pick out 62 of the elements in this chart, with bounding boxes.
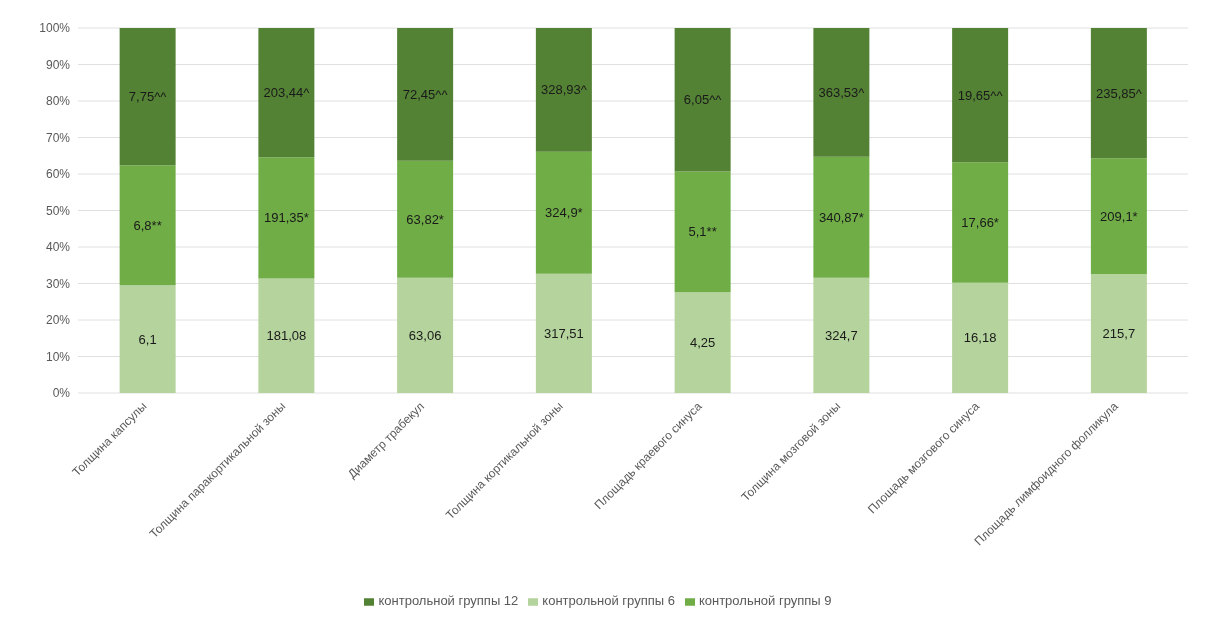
bar [1090,28,1147,159]
annotation: 16,18 [963,330,997,346]
y-tick-label: 90% [45,57,71,72]
bar [397,277,454,393]
bar [258,157,315,279]
bar [258,28,315,158]
annotation: 328,93^ [540,82,588,98]
bar [952,162,1009,283]
bar [674,292,731,393]
y-tick-label: 80% [45,94,71,109]
bar [813,277,870,393]
bar [1090,158,1147,275]
y-tick-label: 70% [45,130,71,145]
bar [535,273,592,393]
bar [119,285,176,393]
annotation: 181,08 [266,328,307,344]
annotation: 7,75^^ [128,89,168,105]
annotation: 203,44^ [263,85,311,101]
bar [258,278,315,393]
bar [397,160,454,278]
annotation: 6,1 [138,331,157,347]
annotation: 324,9* [545,205,583,221]
legend-label: контрольной группы 12 [378,593,519,608]
bar [535,151,592,274]
bar [1090,274,1147,393]
legend-label: контрольной группы 9 [698,593,832,608]
y-tick-label: 10% [45,349,71,364]
annotation: 19,65^^ [957,87,1004,103]
bar [119,165,176,286]
annotation: 191,35* [263,210,309,226]
annotation: 4,25 [689,335,716,351]
bar [535,28,592,152]
annotation: 6,05^^ [683,92,723,108]
bar [813,156,870,278]
annotation: 72,45^^ [402,86,449,102]
annotation: 6,8** [133,217,162,233]
annotation: 17,66* [961,215,999,231]
legend-label: контрольной группы 6 [542,593,675,608]
y-tick-label: 20% [45,313,71,328]
y-tick-label: 0% [52,386,71,401]
bar [952,28,1009,163]
bar [813,28,870,157]
bar [674,28,731,172]
annotation: 63,82* [406,211,444,227]
annotation: 363,53^ [818,84,866,100]
annotation: 209,1* [1100,208,1138,224]
annotation: 324,7 [825,327,858,343]
bar [952,282,1009,393]
bar [119,28,176,166]
y-tick-label: 40% [45,240,71,255]
y-tick-label: 30% [45,276,71,291]
bar [397,28,454,161]
annotation: 340,87* [818,209,864,225]
y-tick-label: 60% [45,167,71,182]
annotation: 215,7 [1102,326,1136,342]
y-tick-label: 50% [45,203,71,218]
bar [674,171,731,293]
y-tick-label: 100% [39,21,71,36]
annotation: 63,06 [408,327,442,343]
annotation: 235,85^ [1095,85,1143,101]
annotation: 317,51 [543,325,584,341]
annotation: 5,1** [688,224,717,240]
